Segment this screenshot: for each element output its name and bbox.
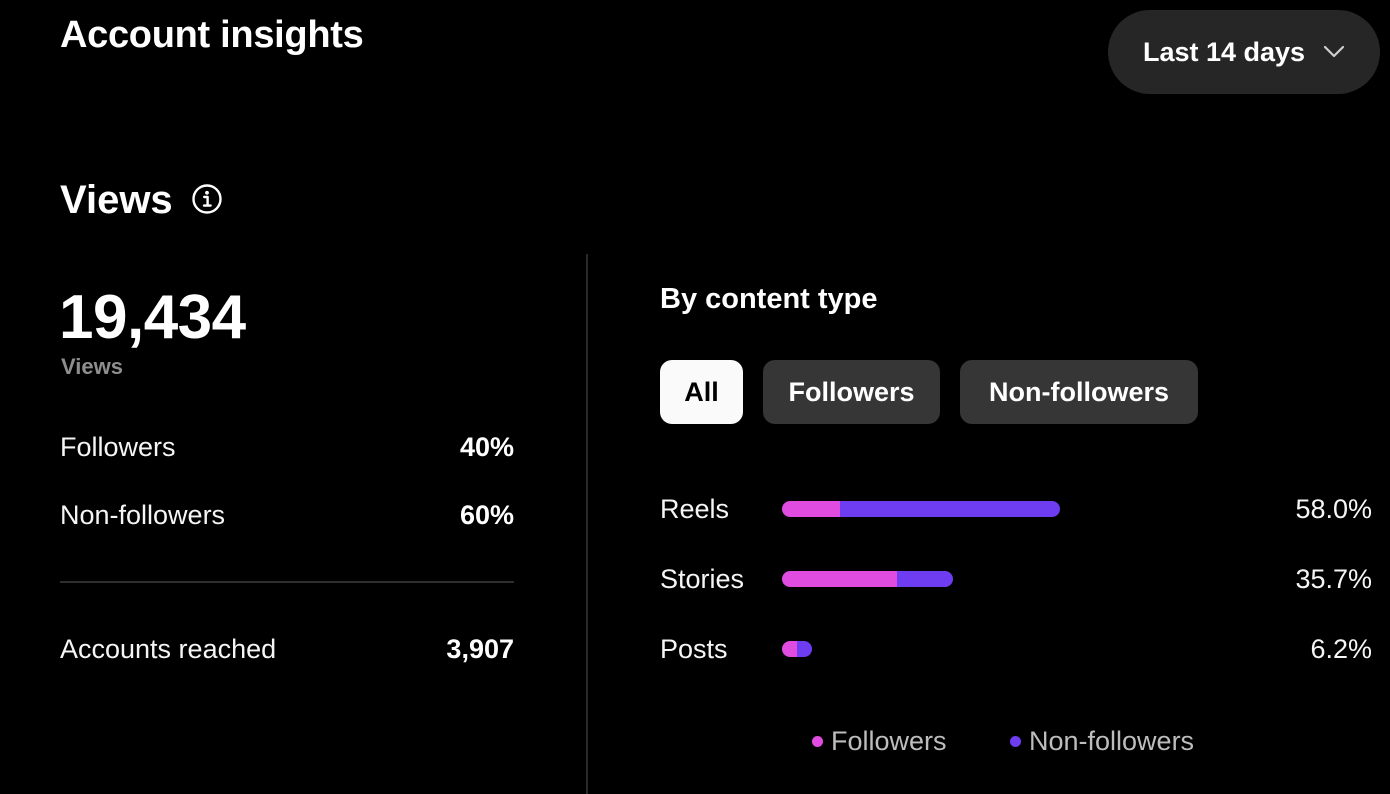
views-total: 19,434: [59, 283, 246, 352]
nonfollowers-stat-value: 60%: [459, 500, 514, 530]
bar-segment-followers-stories: [782, 571, 898, 587]
bar-stories: [782, 571, 954, 587]
bar-value-posts: 6.2%: [1310, 634, 1372, 664]
filter-chip-nonfollowers[interactable]: Non-followers: [960, 360, 1198, 424]
bar-segment-followers-posts: [782, 641, 797, 657]
bar-segment-nonfollowers-posts: [796, 641, 812, 657]
bar-segment-nonfollowers-stories: [897, 571, 954, 587]
bar-row-posts: Posts 6.2%: [660, 628, 1372, 668]
bar-row-stories: Stories 35.7%: [660, 558, 1372, 598]
bar-value-stories: 35.7%: [1295, 564, 1372, 594]
date-range-label: Last 14 days: [1142, 36, 1306, 67]
accounts-reached-stat: Accounts reached 3,907: [60, 634, 514, 665]
accounts-reached-value: 3,907: [446, 634, 514, 664]
section-divider: [586, 254, 588, 794]
stats-divider: [60, 581, 514, 583]
info-icon[interactable]: [191, 183, 223, 220]
filter-chip-all[interactable]: All: [660, 360, 743, 424]
bar-segment-nonfollowers-reels: [840, 501, 1061, 517]
nonfollowers-stat: Non-followers 60%: [60, 500, 514, 531]
chevron-down-icon: [1323, 45, 1345, 59]
legend-label-nonfollowers: Non-followers: [1029, 726, 1195, 756]
accounts-reached-label: Accounts reached: [60, 634, 277, 664]
date-range-dropdown[interactable]: Last 14 days: [1108, 10, 1380, 94]
bar-posts: [782, 641, 812, 657]
legend-item-followers: Followers: [812, 726, 947, 757]
nonfollowers-stat-label: Non-followers: [60, 500, 226, 530]
legend-dot-followers: [812, 736, 823, 747]
content-type-title: By content type: [660, 283, 878, 315]
followers-stat-label: Followers: [60, 432, 176, 462]
bar-reels: [782, 501, 1061, 517]
legend-dot-nonfollowers: [1010, 736, 1021, 747]
filter-chip-followers[interactable]: Followers: [763, 360, 940, 424]
views-title: Views: [60, 178, 173, 222]
followers-stat: Followers 40%: [60, 432, 514, 463]
legend-item-nonfollowers: Non-followers: [1010, 726, 1194, 757]
bar-label-posts: Posts: [660, 634, 728, 664]
page-title: Account insights: [60, 14, 364, 56]
bar-label-stories: Stories: [660, 564, 745, 594]
bar-value-reels: 58.0%: [1295, 494, 1372, 524]
bar-label-reels: Reels: [660, 494, 730, 524]
legend-label-followers: Followers: [831, 726, 947, 756]
bar-row-reels: Reels 58.0%: [660, 488, 1372, 528]
bar-segment-followers-reels: [782, 501, 841, 517]
followers-stat-value: 40%: [459, 432, 514, 462]
views-total-label: Views: [61, 354, 123, 379]
